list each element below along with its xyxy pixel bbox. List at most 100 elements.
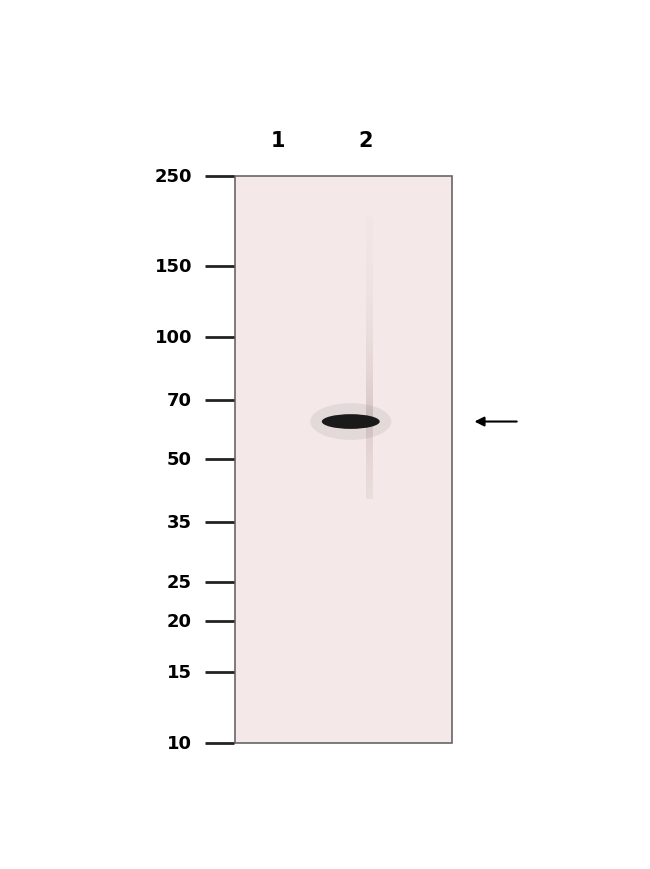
Bar — [366, 299, 373, 302]
Bar — [366, 378, 373, 380]
Bar — [366, 282, 373, 285]
Bar — [366, 380, 373, 382]
Bar — [366, 237, 373, 240]
Bar — [366, 280, 373, 282]
Bar — [366, 323, 373, 325]
Bar — [366, 475, 373, 478]
Bar — [366, 307, 373, 308]
Bar — [366, 347, 373, 349]
Bar — [366, 263, 373, 266]
Bar — [366, 270, 373, 273]
Bar — [366, 366, 373, 368]
Bar — [366, 428, 373, 430]
Bar — [366, 459, 373, 461]
Bar — [366, 359, 373, 362]
Bar — [366, 382, 373, 385]
Ellipse shape — [310, 403, 391, 441]
Bar — [366, 389, 373, 392]
Bar — [366, 490, 373, 492]
Bar — [366, 314, 373, 315]
Text: 70: 70 — [167, 392, 192, 409]
Bar — [366, 247, 373, 249]
Bar — [366, 242, 373, 244]
Bar — [366, 356, 373, 359]
Bar — [366, 452, 373, 454]
Bar — [366, 397, 373, 399]
Bar — [366, 430, 373, 433]
Bar — [366, 401, 373, 404]
Bar — [366, 370, 373, 373]
Bar — [366, 404, 373, 407]
Bar — [366, 311, 373, 314]
Bar — [366, 399, 373, 401]
Bar — [366, 304, 373, 307]
Bar — [366, 363, 373, 366]
Bar — [366, 444, 373, 447]
Bar — [366, 368, 373, 370]
Bar — [366, 440, 373, 442]
Bar — [366, 275, 373, 278]
Text: 10: 10 — [167, 734, 192, 753]
Bar — [366, 315, 373, 318]
Bar — [366, 249, 373, 251]
Bar — [366, 223, 373, 225]
Bar — [366, 454, 373, 456]
Text: 150: 150 — [155, 257, 192, 275]
Bar — [366, 466, 373, 468]
Bar — [366, 340, 373, 342]
Bar — [366, 321, 373, 323]
Bar — [366, 362, 373, 363]
Bar — [235, 176, 452, 743]
Bar — [366, 426, 373, 428]
Bar — [366, 354, 373, 356]
Bar — [366, 385, 373, 388]
Bar — [366, 456, 373, 459]
Bar — [366, 494, 373, 497]
Bar — [366, 485, 373, 488]
Bar — [366, 335, 373, 337]
Bar — [366, 349, 373, 352]
Bar — [366, 373, 373, 375]
Bar — [366, 442, 373, 444]
Text: 100: 100 — [155, 328, 192, 347]
Bar — [366, 269, 373, 270]
Bar — [366, 488, 373, 490]
Bar — [366, 473, 373, 475]
Bar — [366, 342, 373, 344]
Bar — [366, 218, 373, 221]
Bar — [366, 388, 373, 389]
Bar — [366, 434, 373, 437]
Bar — [366, 497, 373, 499]
Bar — [366, 273, 373, 275]
Bar — [366, 325, 373, 328]
Bar — [366, 261, 373, 263]
Bar — [366, 225, 373, 228]
Bar — [366, 337, 373, 340]
Bar — [366, 251, 373, 254]
Bar — [366, 463, 373, 466]
Bar — [366, 285, 373, 288]
Bar — [366, 233, 373, 235]
Bar — [366, 289, 373, 292]
Bar — [366, 228, 373, 230]
Text: 50: 50 — [167, 451, 192, 469]
Bar — [366, 328, 373, 330]
Bar — [366, 421, 373, 423]
Bar — [366, 230, 373, 233]
Bar — [366, 221, 373, 223]
Bar — [366, 478, 373, 481]
Bar — [366, 288, 373, 289]
Bar — [366, 295, 373, 297]
Bar — [366, 278, 373, 280]
Bar — [366, 256, 373, 259]
Bar — [366, 392, 373, 395]
Text: 250: 250 — [155, 168, 192, 186]
Bar — [366, 259, 373, 261]
Bar — [366, 375, 373, 378]
Bar — [366, 418, 373, 421]
Bar — [366, 468, 373, 471]
Text: 25: 25 — [167, 573, 192, 591]
Bar — [366, 395, 373, 397]
Bar — [366, 408, 373, 411]
Bar — [366, 254, 373, 256]
